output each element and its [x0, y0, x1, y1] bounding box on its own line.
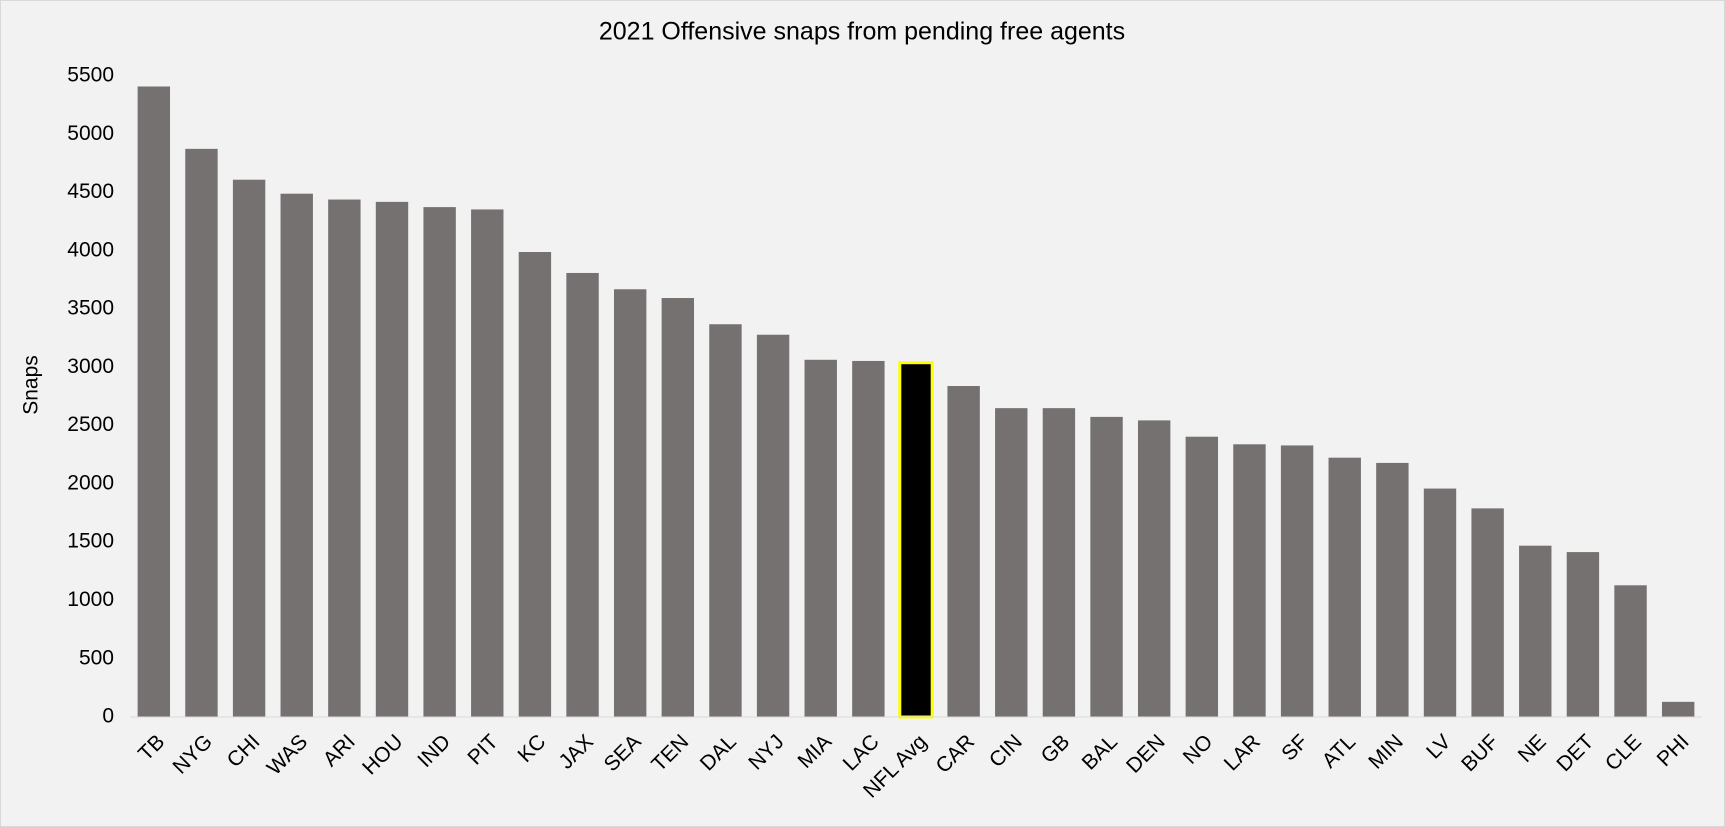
- bar: [1614, 585, 1647, 717]
- bar: [852, 360, 885, 717]
- bar: [1233, 444, 1266, 717]
- y-tick-label: 4500: [67, 180, 114, 203]
- y-tick-label: 5000: [67, 122, 114, 145]
- bar: [1376, 462, 1409, 717]
- y-tick-label: 1000: [67, 588, 114, 611]
- bar: [1185, 436, 1219, 717]
- bar: [661, 298, 695, 717]
- bar: [185, 148, 218, 717]
- y-tick-label: 500: [79, 646, 114, 669]
- bar: [995, 408, 1028, 717]
- y-tick-label: 5500: [67, 64, 114, 87]
- y-tick-label: 3500: [67, 297, 114, 320]
- y-axis-label: Snaps: [20, 355, 43, 415]
- bar: [423, 207, 456, 717]
- bar: [280, 193, 313, 717]
- bar: [947, 386, 980, 717]
- chart-title: 2021 Offensive snaps from pending free a…: [599, 18, 1125, 46]
- bar: [232, 179, 266, 717]
- bar: [328, 199, 361, 717]
- y-tick-label: 3000: [67, 355, 114, 378]
- bar: [1566, 552, 1600, 717]
- bar: [613, 289, 647, 717]
- bar: [375, 201, 409, 718]
- bar: [1090, 416, 1123, 717]
- bar: [756, 334, 790, 717]
- y-tick-label: 0: [102, 705, 114, 728]
- bar: [1471, 508, 1504, 717]
- bar: [518, 251, 552, 717]
- bar: [1519, 545, 1552, 717]
- bar: [1661, 701, 1695, 717]
- bar: [1423, 488, 1457, 717]
- bar: [1042, 408, 1076, 717]
- bar: [1280, 445, 1314, 717]
- y-tick-label: 2000: [67, 471, 114, 494]
- y-tick-label: 4000: [67, 238, 114, 261]
- bar: [137, 86, 171, 718]
- bar: [804, 359, 837, 717]
- bar: [566, 272, 599, 717]
- bar: [471, 209, 504, 717]
- y-tick-label: 1500: [67, 530, 114, 553]
- bar: [1137, 420, 1171, 717]
- bar: [1328, 457, 1361, 717]
- y-tick-label: 2500: [67, 413, 114, 436]
- bar: [898, 361, 934, 719]
- bar: [709, 324, 742, 717]
